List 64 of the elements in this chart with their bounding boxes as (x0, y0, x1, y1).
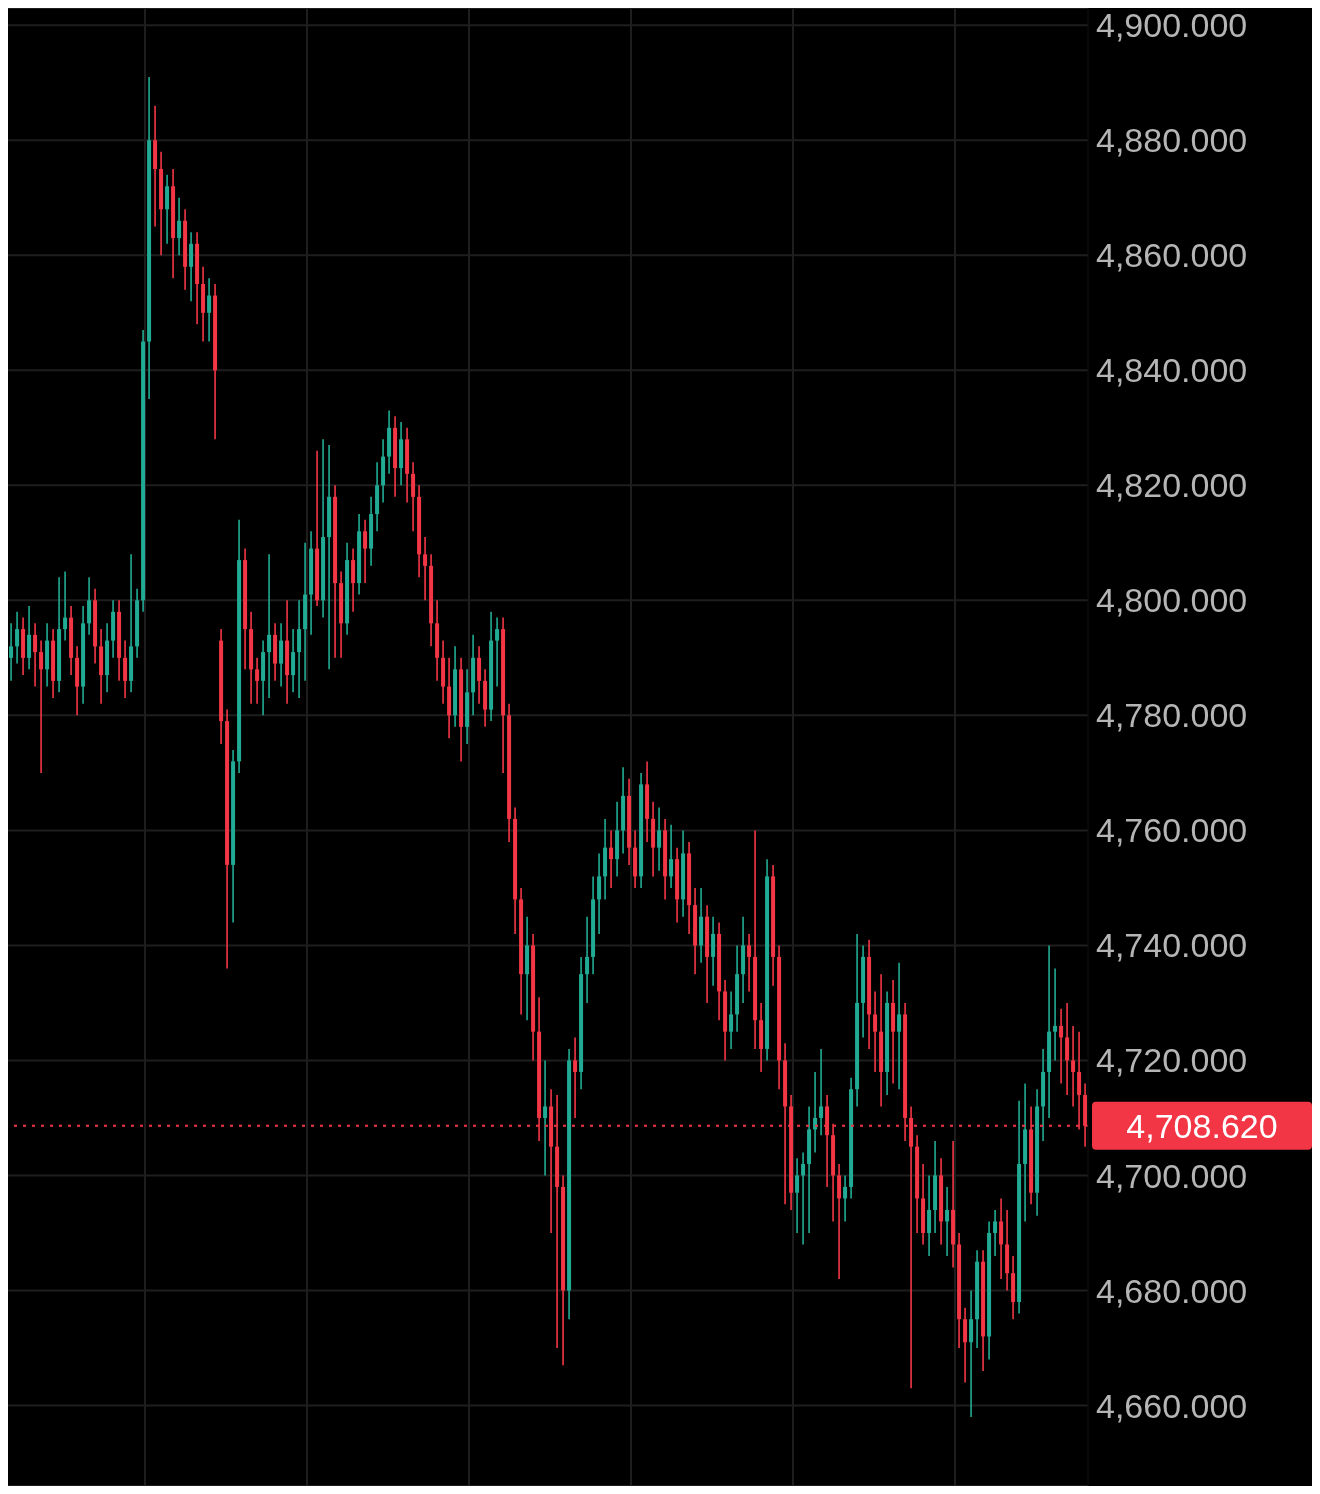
candlestick (411, 461, 416, 533)
y-tick-label: 4,660.000 (1096, 1386, 1248, 1425)
candlestick (1065, 1002, 1070, 1096)
candlestick (351, 547, 356, 613)
candlestick (669, 823, 674, 889)
y-tick-label: 4,720.000 (1096, 1041, 1248, 1080)
y-tick-label: 4,760.000 (1096, 811, 1248, 850)
candlestick (297, 599, 302, 699)
candlestick (123, 639, 128, 699)
y-tick-label: 4,680.000 (1096, 1271, 1248, 1310)
candlestick (1053, 967, 1058, 1062)
candlestick (279, 622, 284, 688)
y-tick-label: 4,860.000 (1096, 236, 1248, 275)
candlestick (1059, 1007, 1064, 1085)
y-tick-label: 4,800.000 (1096, 581, 1248, 620)
candlestick (999, 1197, 1004, 1280)
candlestick (657, 806, 662, 872)
candlestick (711, 915, 716, 987)
candlestick (609, 829, 614, 889)
candlestick (945, 1186, 950, 1257)
candlestick (543, 1059, 548, 1177)
candlestick (423, 536, 428, 602)
candlestick (495, 616, 500, 688)
candlestick (9, 622, 14, 682)
candlestick (267, 553, 272, 699)
candlestick (207, 277, 212, 343)
y-tick-label: 4,820.000 (1096, 466, 1248, 505)
candlestick (585, 915, 590, 1004)
y-tick-label: 4,780.000 (1096, 696, 1248, 735)
ref-line-label: 4,708.620 (1126, 1106, 1278, 1145)
candlestick (39, 639, 44, 774)
y-tick-label: 4,700.000 (1096, 1156, 1248, 1195)
candlestick (969, 1289, 974, 1418)
candlestick (843, 1174, 848, 1223)
candlestick (873, 990, 878, 1073)
candlestick (801, 1151, 806, 1246)
candlestick (177, 196, 182, 257)
candlestick (573, 1036, 578, 1119)
candlestick (747, 933, 752, 993)
candlestick (27, 605, 32, 671)
y-tick-label: 4,900.000 (1096, 6, 1248, 45)
candlestick (963, 1306, 968, 1384)
candlestick (1071, 1025, 1076, 1108)
candlestick (729, 990, 734, 1050)
y-tick-label: 4,840.000 (1096, 351, 1248, 390)
candlestick (927, 1174, 932, 1257)
candlestick (63, 570, 68, 642)
candlestick (993, 1209, 998, 1257)
candlestick (33, 622, 38, 688)
candlestick (897, 961, 902, 1090)
candlestick (819, 1048, 824, 1136)
candlestick (189, 231, 194, 303)
candlestick (363, 519, 368, 584)
candlestick (291, 628, 296, 694)
candlestick (15, 611, 20, 665)
candlestick (837, 1163, 842, 1280)
y-tick-label: 4,740.000 (1096, 926, 1248, 965)
y-tick-label: 4,880.000 (1096, 121, 1248, 160)
candlestick (165, 173, 170, 245)
candlestick (255, 657, 260, 705)
candlestick (87, 576, 92, 636)
candlestick (795, 1157, 800, 1234)
candlestick (597, 852, 602, 935)
candlestick (477, 645, 482, 705)
